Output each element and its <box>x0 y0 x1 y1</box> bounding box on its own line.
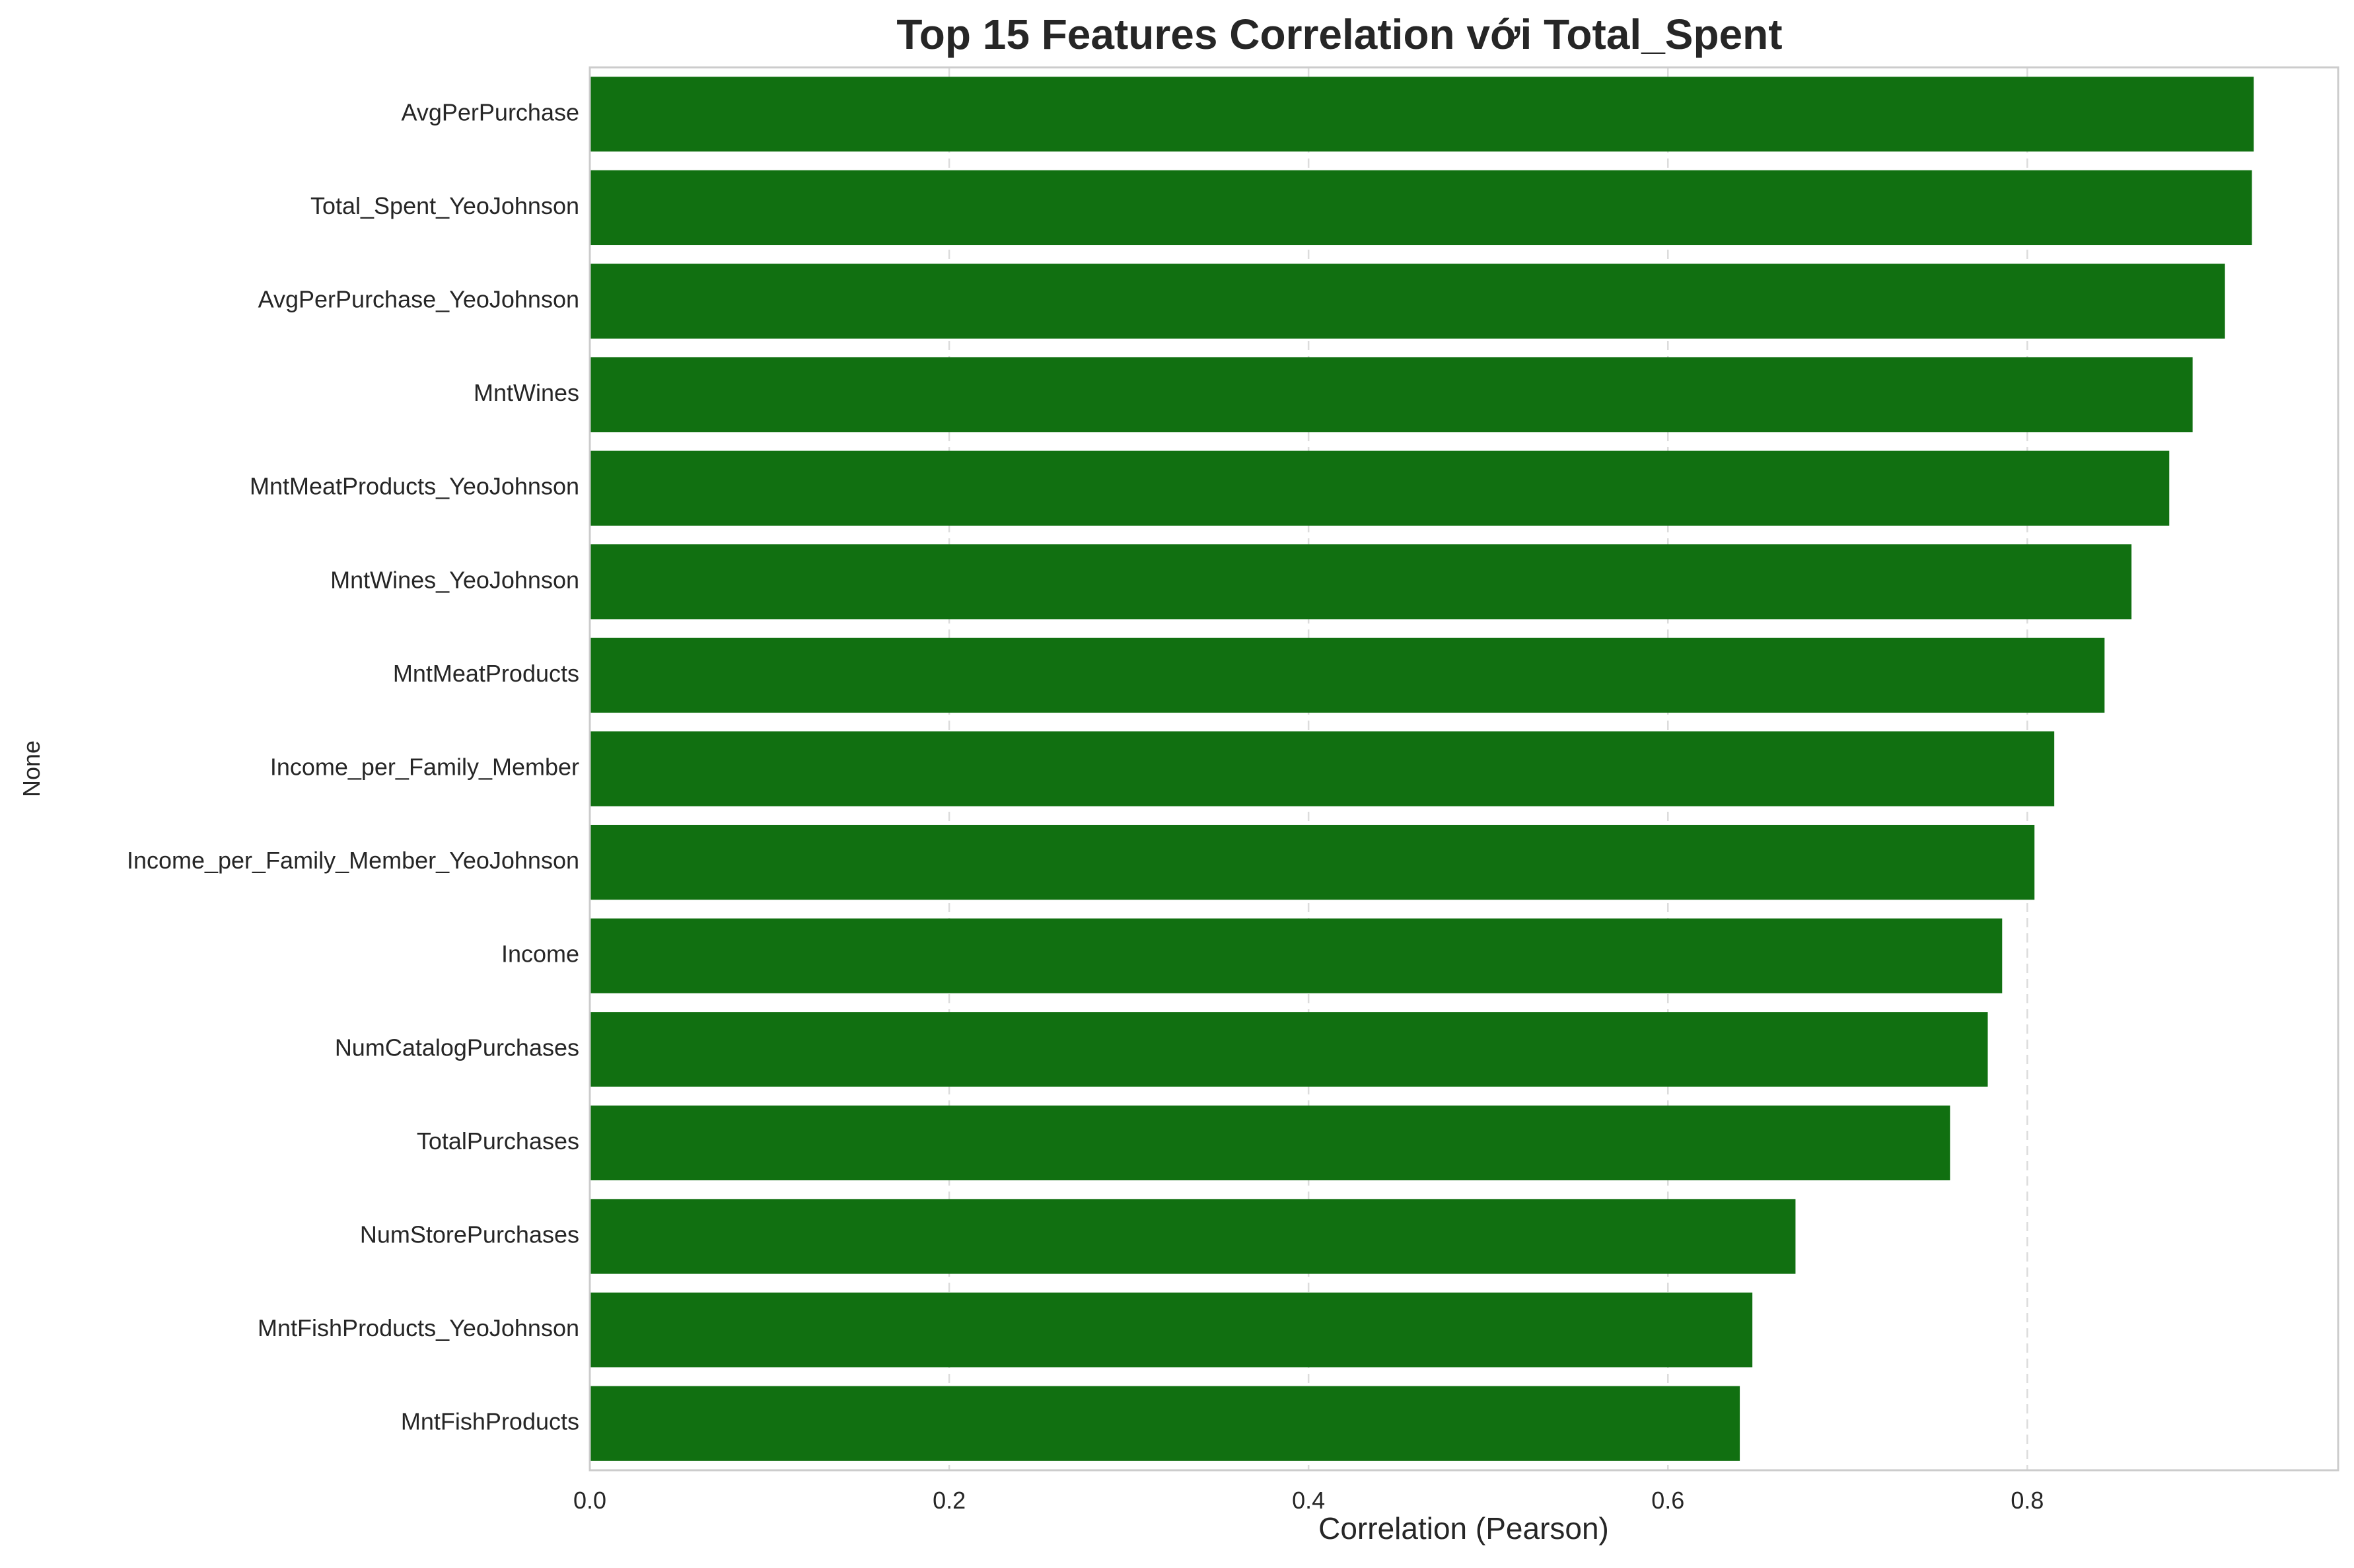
y-tick-label: AvgPerPurchase_YeoJohnson <box>258 286 579 313</box>
y-tick-label: Income_per_Family_Member_YeoJohnson <box>127 847 579 874</box>
y-tick-label: Total_Spent_YeoJohnson <box>310 192 579 219</box>
y-tick-label: MntFishProducts <box>401 1408 579 1435</box>
bar-income <box>590 918 2003 993</box>
y-tick-label: Income_per_Family_Member <box>270 754 579 781</box>
x-tick-label: 0.4 <box>1292 1487 1325 1514</box>
y-tick-labels: AvgPerPurchase Total_Spent_YeoJohnson AvgP… <box>127 98 579 1435</box>
y-tick-label: MntMeatProducts_YeoJohnson <box>250 473 579 500</box>
bar-income-per-family-member <box>590 731 2055 806</box>
bar-totalpurchases <box>590 1105 1950 1181</box>
y-tick-label: Income <box>501 941 579 968</box>
bar-income-per-family-member-yeojohnson <box>590 824 2035 900</box>
bar-mntfishproducts <box>590 1386 1740 1461</box>
x-tick-label: 0.8 <box>2011 1487 2044 1514</box>
x-tick-label: 0.0 <box>573 1487 606 1514</box>
x-tick-label: 0.2 <box>933 1487 966 1514</box>
y-tick-label: MntMeatProducts <box>393 660 579 687</box>
bars <box>590 77 2254 1461</box>
y-tick-label: NumStorePurchases <box>360 1221 579 1248</box>
y-tick-label: AvgPerPurchase <box>402 98 580 125</box>
bar-avgperpurchase <box>590 77 2254 152</box>
bar-numstorepurchases <box>590 1199 1796 1274</box>
y-tick-label: MntWines <box>474 379 579 406</box>
bar-total-spent-yeojohnson <box>590 170 2252 246</box>
bar-mntfishproducts-yeojohnson <box>590 1292 1753 1368</box>
y-tick-label: MntWines_YeoJohnson <box>330 566 579 593</box>
bar-mntwines <box>590 357 2193 433</box>
x-tick-label: 0.6 <box>1651 1487 1684 1514</box>
x-tick-labels: 0.0 0.2 0.4 0.6 0.8 <box>573 1487 2044 1514</box>
y-tick-label: NumCatalogPurchases <box>335 1034 579 1061</box>
x-axis-label: Correlation (Pearson) <box>1318 1511 1609 1546</box>
bar-mntwines-yeojohnson <box>590 544 2132 620</box>
bar-numcatalogpurchases <box>590 1012 1988 1087</box>
bar-mntmeatproducts-yeojohnson <box>590 450 2170 526</box>
bar-mntmeatproducts <box>590 637 2105 713</box>
y-tick-label: MntFishProducts_YeoJohnson <box>258 1314 579 1341</box>
bar-avgperpurchase-yeojohnson <box>590 264 2225 339</box>
plot-frame <box>588 66 2339 1472</box>
y-axis-label: None <box>18 740 45 797</box>
chart-title: Top 15 Features Correlation với Total_Sp… <box>896 11 1782 58</box>
y-tick-label: TotalPurchases <box>417 1127 579 1155</box>
